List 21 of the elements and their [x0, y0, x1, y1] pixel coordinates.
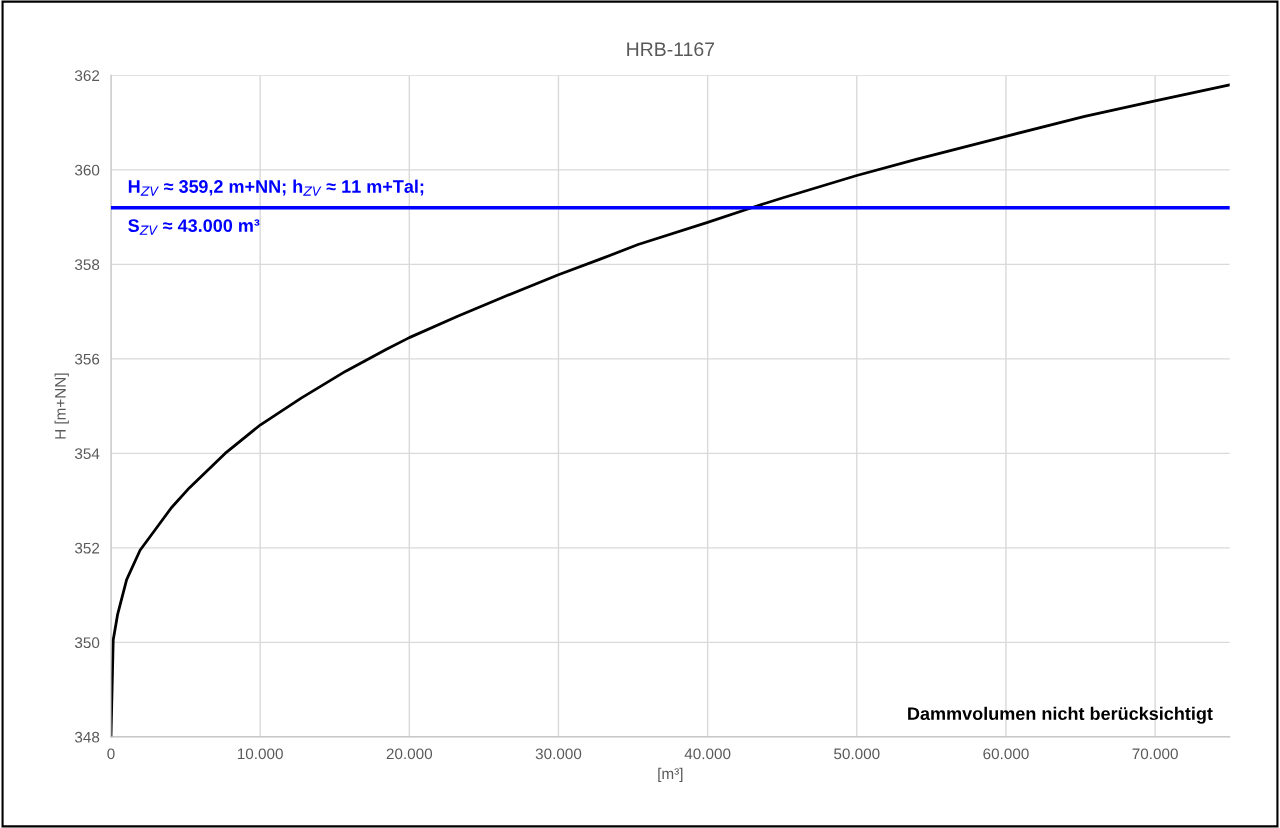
y-tick-label: 356 — [74, 353, 100, 365]
y-tick-label: 354 — [74, 448, 100, 460]
chart-title: HRB-1167 — [627, 42, 715, 57]
x-tick-label: 20.000 — [386, 748, 433, 760]
annotation: Dammvolumen nicht berücksichtigt — [908, 706, 1213, 724]
y-tick-label: 358 — [74, 259, 100, 271]
x-tick-label: 50.000 — [834, 748, 880, 760]
text: H$_{ZV}$ ≈ 359,2 m+NN; h$_{ZV}$ ≈ 11 m+Tal; S$_{ZV}$ ≈ 43.000 m³ — [128, 179, 424, 235]
x-tick-label: 60.000 — [983, 748, 1029, 760]
x-tick-label: 30.000 — [535, 748, 582, 760]
y-tick-label: 360 — [74, 164, 100, 176]
x-tick-label: 10.000 — [237, 748, 283, 760]
y-tick-label: 350 — [74, 637, 100, 649]
y-axis-title: H [m+NN] — [54, 373, 69, 439]
x-tick-label: 70.000 — [1132, 748, 1178, 760]
y-tick-label: 362 — [74, 70, 100, 82]
x-tick-label: 40.000 — [684, 748, 731, 760]
x-tick-label: 0 — [107, 748, 115, 760]
y-tick-label: 348 — [74, 731, 100, 743]
x-axis-title: [m³] — [658, 767, 683, 783]
y-tick-label: 352 — [74, 542, 100, 554]
